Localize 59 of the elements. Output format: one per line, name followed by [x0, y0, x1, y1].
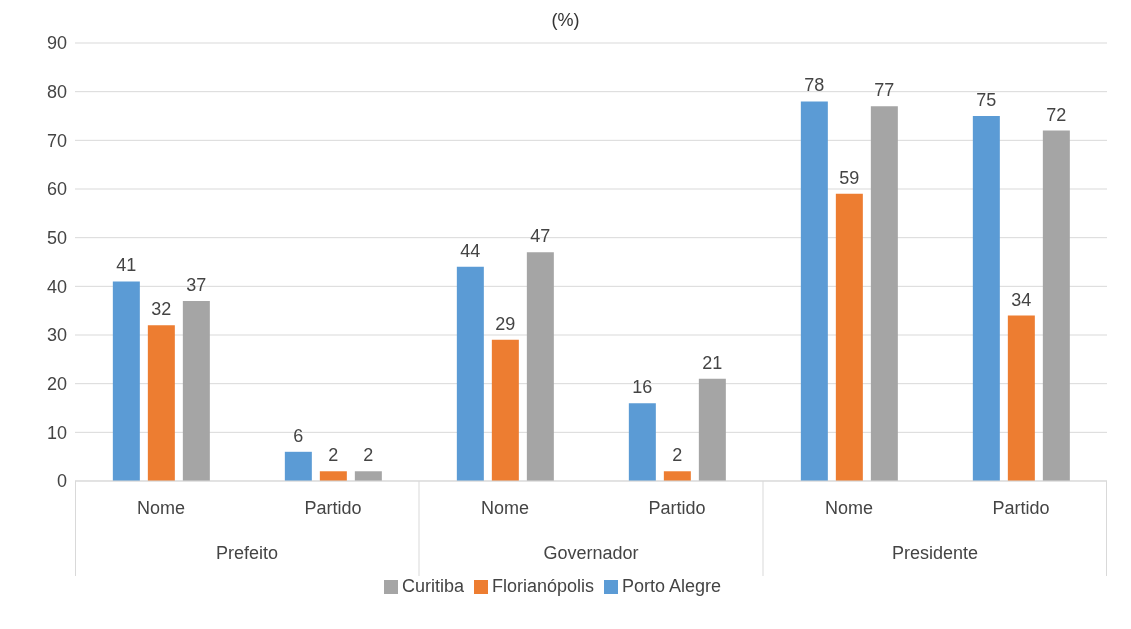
text: Prefeito	[214, 543, 279, 564]
x-tick-label: Partido	[304, 497, 362, 518]
legend-label: Curitiba	[401, 576, 464, 596]
bar	[319, 471, 347, 481]
x-tick-label: Partido	[992, 497, 1050, 518]
y-tick-label: 50	[46, 228, 67, 249]
bar	[354, 471, 382, 481]
data-label: 2	[328, 445, 339, 466]
text: Presidente	[890, 543, 980, 564]
data-label: 41	[116, 255, 137, 276]
legend-label: Porto Alegre	[622, 576, 722, 596]
bar	[456, 266, 484, 481]
y-tick-label: 60	[46, 179, 67, 200]
data-label: 2	[672, 445, 683, 466]
x-tick-label: Nome	[480, 497, 530, 518]
x-tick-label: Partido	[648, 497, 706, 518]
bar	[491, 339, 519, 481]
x-tick-label: Nome	[824, 497, 874, 518]
y-tick-label: 0	[56, 471, 67, 492]
data-label: 77	[874, 80, 895, 101]
bar	[526, 252, 554, 481]
y-tick-label: 80	[46, 82, 67, 103]
data-label: 37	[186, 274, 207, 295]
data-label: 47	[530, 226, 551, 247]
text: Governador	[542, 543, 640, 564]
bar	[1042, 130, 1070, 481]
data-label: 44	[460, 240, 481, 261]
data-label: 32	[151, 299, 172, 320]
data-label: 2	[363, 445, 374, 466]
data-label: 6	[293, 425, 304, 446]
bar	[284, 451, 312, 481]
data-label: 29	[495, 313, 516, 334]
y-tick-label: 10	[46, 422, 67, 443]
y-tick-label: 30	[46, 325, 67, 346]
y-tick-label: 20	[46, 374, 67, 395]
data-label: 72	[1046, 104, 1067, 125]
data-label: 21	[702, 352, 723, 373]
data-label: 75	[976, 90, 997, 110]
bar	[800, 101, 828, 481]
bar	[147, 325, 175, 481]
y-tick-label: 90	[46, 33, 67, 54]
bar	[870, 106, 898, 481]
bar	[1007, 315, 1035, 481]
data-label: 78	[804, 75, 825, 96]
bar	[628, 403, 656, 481]
legend-label: Florianópolis	[491, 576, 595, 596]
data-label: 34	[1011, 289, 1032, 310]
chart-title: (%)	[550, 10, 581, 31]
bar	[972, 116, 1000, 481]
bar	[112, 281, 140, 481]
bar	[663, 471, 691, 481]
bar	[835, 193, 863, 481]
bar	[182, 300, 210, 481]
data-label: 59	[839, 167, 860, 188]
data-label: 16	[632, 377, 653, 398]
y-tick-label: 40	[46, 276, 67, 297]
y-tick-label: 70	[46, 130, 67, 151]
x-tick-label: Nome	[136, 497, 186, 518]
bar	[698, 378, 726, 481]
